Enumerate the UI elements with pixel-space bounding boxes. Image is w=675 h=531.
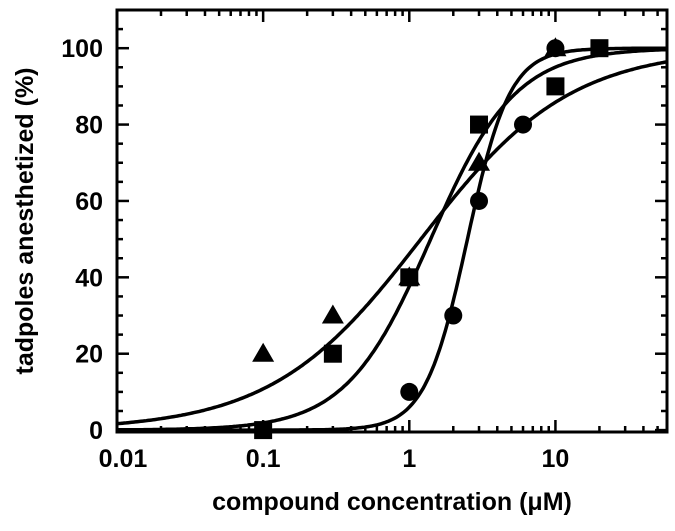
x-tick-label: 0.01	[99, 445, 148, 473]
y-tick-label: 100	[61, 35, 103, 63]
square-fit-curve	[116, 47, 668, 432]
triangle-point	[544, 37, 567, 57]
y-axis-label: tadpoles anesthetized (%)	[11, 68, 39, 375]
x-tick-label: 10	[542, 445, 570, 473]
triangle-point	[398, 266, 421, 286]
square-point	[470, 115, 489, 134]
circle-point	[470, 191, 489, 210]
y-tick-label: 0	[89, 417, 103, 445]
square-point	[323, 344, 342, 363]
circle-point	[514, 115, 533, 134]
axis-ticks	[115, 8, 667, 432]
circle-fit-curve	[117, 46, 667, 432]
x-tick-label: 0.1	[246, 445, 281, 473]
triangle-point	[252, 342, 275, 362]
triangle-point	[321, 304, 344, 324]
square-point	[546, 77, 565, 96]
y-tick-label: 60	[75, 188, 103, 216]
fit-curves	[116, 46, 668, 432]
x-axis-label: compound concentration (μM)	[212, 488, 572, 516]
circle-point	[400, 382, 419, 401]
square-point	[590, 39, 609, 58]
data-points	[252, 37, 609, 440]
triangle-fit-curve	[116, 60, 668, 426]
y-tick-label: 20	[75, 341, 103, 369]
x-tick-label: 1	[402, 445, 416, 473]
y-tick-label: 80	[75, 112, 103, 140]
plot-frame	[115, 8, 669, 434]
triangle-point	[468, 151, 491, 171]
y-tick-label: 40	[75, 264, 103, 292]
circle-point	[444, 306, 463, 325]
